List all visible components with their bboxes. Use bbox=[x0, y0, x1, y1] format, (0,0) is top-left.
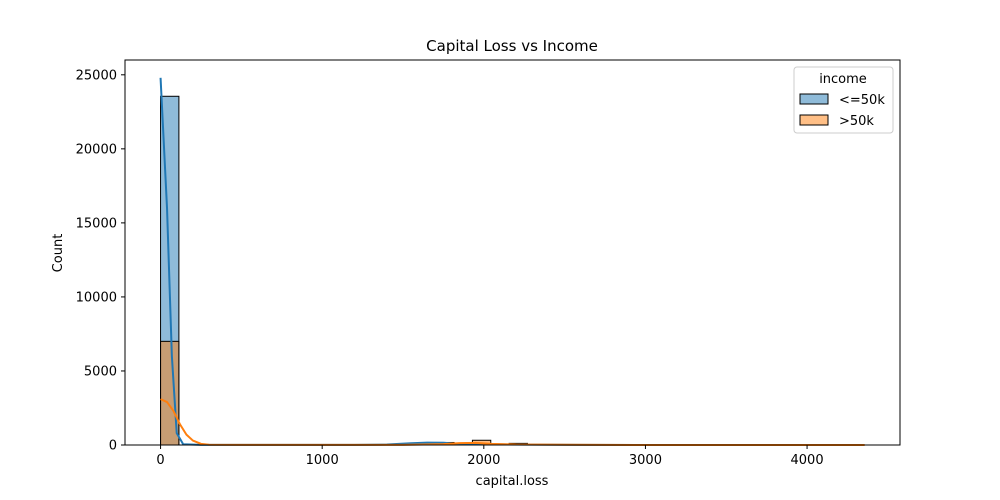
y-tick-label-10000: 10000 bbox=[76, 290, 117, 305]
legend-swatch-gt50k bbox=[799, 114, 829, 126]
legend-label-le50k: <=50k bbox=[839, 93, 885, 108]
x-tick-label-1000: 1000 bbox=[306, 453, 339, 468]
legend-swatch-le50k bbox=[799, 93, 829, 105]
chart-title: Capital Loss vs Income bbox=[426, 37, 598, 55]
y-tick-label-20000: 20000 bbox=[76, 142, 117, 157]
y-tick-label-5000: 5000 bbox=[84, 364, 117, 379]
legend-title: income bbox=[819, 72, 867, 87]
x-tick-label-3000: 3000 bbox=[629, 453, 662, 468]
y-tick-label-25000: 25000 bbox=[76, 68, 117, 83]
y-axis-ticks: 0 5000 10000 15000 20000 25000 bbox=[76, 68, 125, 454]
plot-frame bbox=[124, 59, 901, 446]
x-axis-title: capital.loss bbox=[476, 474, 549, 489]
y-axis-title: Count bbox=[51, 234, 66, 273]
x-axis-ticks: 0 1000 2000 3000 4000 bbox=[156, 445, 824, 468]
y-tick-label-15000: 15000 bbox=[76, 216, 117, 231]
y-tick-label-0: 0 bbox=[109, 439, 117, 454]
legend-label-gt50k: >50k bbox=[839, 114, 874, 129]
x-tick-label-0: 0 bbox=[156, 453, 164, 468]
x-tick-label-2000: 2000 bbox=[467, 453, 500, 468]
x-tick-label-4000: 4000 bbox=[791, 453, 824, 468]
legend: income <=50k >50k bbox=[793, 66, 894, 134]
